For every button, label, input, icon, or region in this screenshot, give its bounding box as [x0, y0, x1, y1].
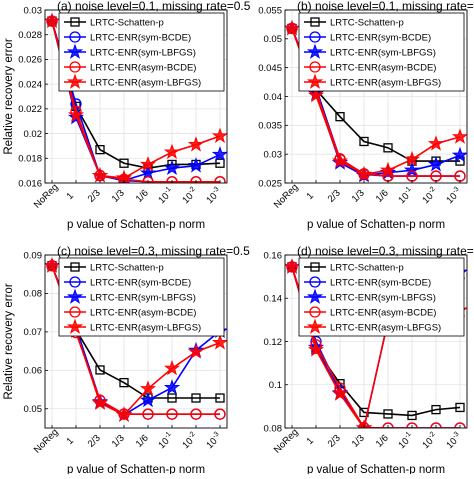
y-tick-label: 0.08	[264, 423, 283, 434]
legend-label: LRTC-ENR(asym-BCDE)	[330, 307, 436, 318]
y-tick-label: 0.024	[18, 79, 42, 90]
x-axis-title: p value of Schatten-p norm	[67, 219, 205, 231]
legend-label: LRTC-ENR(asym-LBFGS)	[90, 77, 201, 88]
legend: LRTC-Schatten-p LRTC-ENR(sym-BCDE) LRTC-EN…	[299, 13, 464, 91]
x-tick-label: 1	[64, 190, 76, 202]
legend-label: LRTC-ENR(asym-BCDE)	[90, 62, 196, 73]
legend: LRTC-Schatten-p LRTC-ENR(sym-BCDE) LRTC-EN…	[59, 258, 224, 336]
y-tick-label: 0.14	[264, 294, 283, 305]
legend-label: LRTC-Schatten-p	[90, 17, 164, 28]
x-axis-title: p value of Schatten-p norm	[307, 219, 445, 231]
x-tick-label: 1/3	[110, 188, 127, 205]
y-tick-label: 0.022	[18, 104, 42, 115]
x-tick-label: 10-2	[420, 186, 440, 206]
x-tick-label: 10-1	[156, 431, 176, 451]
y-tick-label: 0.055	[258, 5, 282, 16]
legend-label: LRTC-ENR(asym-BCDE)	[330, 62, 436, 73]
legend-label: LRTC-ENR(sym-LBFGS)	[330, 47, 436, 58]
x-tick-label: 10-2	[180, 186, 200, 206]
panel-title: (b) noise level=0.1, missing rate=0.5	[297, 0, 474, 13]
x-tick-label: 10-3	[204, 186, 224, 206]
y-tick-label: 0.025	[258, 178, 282, 189]
x-tick-label: 10-1	[396, 186, 416, 206]
legend: LRTC-Schatten-p LRTC-ENR(sym-BCDE) LRTC-EN…	[299, 258, 464, 336]
y-tick-label: 0.09	[24, 250, 43, 261]
y-tick-label: 0.03	[264, 149, 283, 160]
x-tick-label: 10-1	[396, 431, 416, 451]
panel-title: (a) noise level=0.1, missing rate=0.5	[57, 0, 251, 13]
y-tick-label: 0.028	[18, 30, 42, 41]
x-tick-label: 2/3	[326, 433, 343, 450]
x-tick-label: 1	[304, 435, 316, 447]
legend-label: LRTC-ENR(sym-BCDE)	[90, 277, 191, 288]
x-tick-label: 10-3	[444, 186, 464, 206]
x-tick-label: 1/3	[110, 433, 127, 450]
x-tick-label: NoReg	[32, 427, 61, 456]
legend-label: LRTC-Schatten-p	[90, 262, 164, 273]
x-tick-label: 10-2	[420, 431, 440, 451]
panel-title: (c) noise level=0.3, missing rate=0.5	[57, 244, 250, 258]
x-tick-label: 2/3	[326, 188, 343, 205]
x-axis-title: p value of Schatten-p norm	[67, 464, 205, 474]
x-tick-label: 1/6	[374, 188, 391, 205]
y-tick-label: 0.018	[18, 154, 42, 165]
y-tick-label: 0.035	[258, 121, 282, 132]
y-tick-label: 0.04	[264, 92, 283, 103]
y-axis-title: Relative recovery error	[3, 283, 15, 399]
legend-label: LRTC-ENR(sym-BCDE)	[90, 32, 191, 43]
legend-label: LRTC-ENR(sym-BCDE)	[330, 277, 431, 288]
x-tick-label: 1/3	[350, 433, 367, 450]
legend-label: LRTC-ENR(sym-LBFGS)	[90, 47, 196, 58]
x-tick-label: 1	[64, 435, 76, 447]
legend-label: LRTC-ENR(sym-LBFGS)	[90, 292, 196, 303]
x-tick-label: 1	[304, 190, 316, 202]
x-tick-label: 2/3	[86, 433, 103, 450]
y-tick-label: 0.02	[24, 129, 43, 140]
x-tick-label: 10-3	[444, 431, 464, 451]
legend-label: LRTC-ENR(asym-LBFGS)	[90, 322, 201, 333]
y-tick-label: 0.045	[258, 63, 282, 74]
x-tick-label: 10-3	[204, 431, 224, 451]
x-tick-label: 1/6	[134, 188, 151, 205]
x-tick-label: 10-2	[180, 431, 200, 451]
legend-label: LRTC-ENR(sym-BCDE)	[330, 32, 431, 43]
x-tick-label: 1/6	[374, 433, 391, 450]
y-tick-label: 0.05	[264, 34, 283, 45]
y-tick-label: 0.07	[24, 327, 43, 338]
x-tick-label: 1/6	[134, 433, 151, 450]
y-tick-label: 0.016	[18, 178, 42, 189]
y-tick-label: 0.026	[18, 55, 42, 66]
y-tick-label: 0.16	[264, 250, 283, 261]
legend-label: LRTC-ENR(asym-BCDE)	[90, 307, 196, 318]
y-axis-title: Relative recovery error	[3, 38, 15, 154]
x-tick-label: 1/3	[350, 188, 367, 205]
legend: LRTC-Schatten-p LRTC-ENR(sym-BCDE) LRTC-EN…	[59, 13, 224, 91]
y-tick-label: 0.05	[24, 404, 43, 415]
y-tick-label: 0.08	[24, 289, 43, 300]
x-tick-label: 2/3	[86, 188, 103, 205]
legend-label: LRTC-Schatten-p	[330, 17, 404, 28]
y-tick-label: 0.06	[24, 366, 43, 377]
y-tick-label: 0.1	[269, 380, 282, 391]
y-tick-label: 0.12	[264, 337, 283, 348]
legend-label: LRTC-ENR(sym-LBFGS)	[330, 292, 436, 303]
legend-label: LRTC-ENR(asym-LBFGS)	[330, 77, 441, 88]
x-axis-title: p value of Schatten-p norm	[307, 464, 445, 474]
x-tick-label: 10-1	[156, 186, 176, 206]
panel-a: 0.0160.0180.020.0220.0240.0260.0280.03No…	[3, 0, 251, 231]
panel-title: (d) noise level=0.3, missing rate=0.8	[297, 244, 474, 258]
legend-label: LRTC-Schatten-p	[330, 262, 404, 273]
y-tick-label: 0.03	[24, 5, 43, 16]
legend-label: LRTC-ENR(asym-LBFGS)	[330, 322, 441, 333]
